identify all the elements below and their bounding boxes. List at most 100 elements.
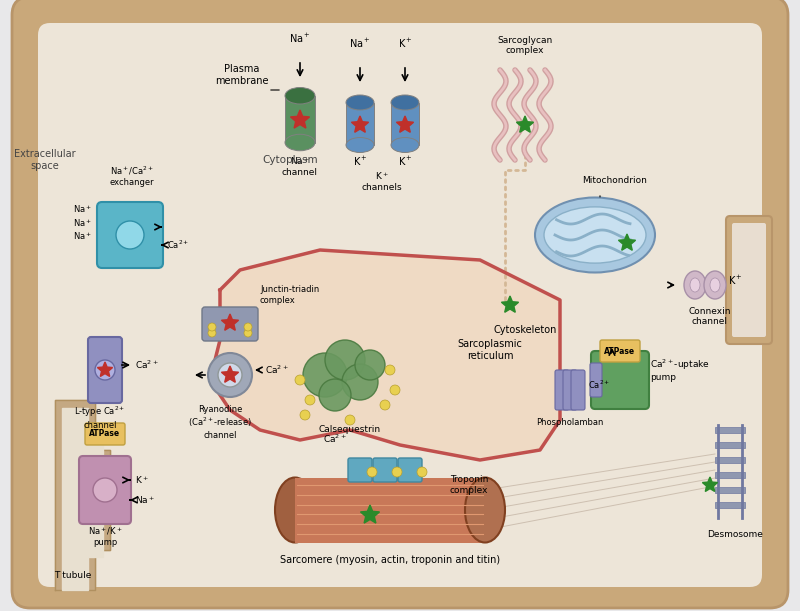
- Text: Na$^+$/K$^+$
pump: Na$^+$/K$^+$ pump: [87, 525, 122, 547]
- Bar: [295, 478, 485, 543]
- Bar: [715, 502, 745, 508]
- FancyBboxPatch shape: [38, 23, 762, 587]
- Polygon shape: [502, 296, 518, 312]
- Polygon shape: [62, 408, 103, 590]
- Text: Ca$^{2+}$-uptake
pump: Ca$^{2+}$-uptake pump: [650, 357, 710, 382]
- FancyBboxPatch shape: [732, 223, 766, 337]
- Ellipse shape: [684, 271, 706, 299]
- Text: Calsequestrin: Calsequestrin: [319, 425, 381, 434]
- Circle shape: [390, 385, 400, 395]
- Text: K$^+$: K$^+$: [728, 274, 742, 287]
- Text: Cytoplasm: Cytoplasm: [262, 155, 318, 165]
- Bar: [715, 442, 745, 448]
- Circle shape: [244, 329, 252, 337]
- FancyBboxPatch shape: [285, 96, 315, 142]
- FancyBboxPatch shape: [348, 458, 372, 482]
- Text: Sarcoplasmic
reticulum: Sarcoplasmic reticulum: [458, 339, 522, 361]
- Text: K$^+$: K$^+$: [353, 155, 367, 168]
- Circle shape: [93, 478, 117, 502]
- Circle shape: [319, 379, 351, 411]
- FancyBboxPatch shape: [346, 103, 374, 145]
- Circle shape: [417, 467, 427, 477]
- FancyBboxPatch shape: [202, 307, 258, 341]
- Polygon shape: [618, 234, 635, 251]
- FancyBboxPatch shape: [88, 337, 122, 403]
- FancyBboxPatch shape: [391, 103, 419, 145]
- Circle shape: [342, 364, 378, 400]
- Circle shape: [218, 363, 242, 387]
- Polygon shape: [222, 314, 238, 331]
- Text: K$^+$: K$^+$: [135, 474, 149, 486]
- Text: Desmosome: Desmosome: [707, 530, 763, 539]
- Text: ATPase: ATPase: [605, 346, 635, 356]
- Ellipse shape: [704, 271, 726, 299]
- FancyBboxPatch shape: [590, 363, 602, 397]
- Circle shape: [295, 375, 305, 385]
- Polygon shape: [290, 110, 310, 128]
- Text: Ca$^{2+}$: Ca$^{2+}$: [135, 359, 158, 371]
- Text: Ca$^{2+}$: Ca$^{2+}$: [167, 239, 190, 251]
- FancyBboxPatch shape: [555, 370, 569, 410]
- Text: Cytoskeleton: Cytoskeleton: [494, 325, 557, 335]
- Text: K$^+$: K$^+$: [398, 155, 412, 168]
- FancyBboxPatch shape: [85, 423, 125, 445]
- Ellipse shape: [346, 95, 374, 110]
- Ellipse shape: [346, 137, 374, 153]
- Ellipse shape: [544, 207, 646, 263]
- Ellipse shape: [391, 137, 419, 153]
- Text: Connexin
channel: Connexin channel: [689, 307, 731, 326]
- FancyBboxPatch shape: [79, 456, 131, 524]
- Polygon shape: [55, 400, 110, 590]
- Polygon shape: [397, 116, 414, 132]
- Text: T tubule: T tubule: [54, 571, 92, 579]
- Text: K$^+$
channels: K$^+$ channels: [362, 170, 402, 192]
- Circle shape: [208, 323, 216, 331]
- Bar: [715, 427, 745, 433]
- Text: Ca$^{2+}$: Ca$^{2+}$: [265, 364, 289, 376]
- Polygon shape: [98, 362, 113, 376]
- Text: Phospholamban: Phospholamban: [536, 418, 604, 427]
- FancyBboxPatch shape: [726, 216, 772, 344]
- Text: Extracellular
space: Extracellular space: [14, 149, 76, 171]
- Text: Sarcomere (myosin, actin, troponin and titin): Sarcomere (myosin, actin, troponin and t…: [280, 555, 500, 565]
- FancyBboxPatch shape: [97, 202, 163, 268]
- Ellipse shape: [391, 95, 419, 110]
- Ellipse shape: [465, 478, 505, 543]
- Polygon shape: [517, 116, 534, 132]
- Text: Na$^+$: Na$^+$: [350, 37, 370, 50]
- Bar: [715, 487, 745, 493]
- Polygon shape: [351, 116, 369, 132]
- Circle shape: [325, 340, 365, 380]
- Circle shape: [208, 353, 252, 397]
- Circle shape: [95, 360, 115, 380]
- FancyBboxPatch shape: [12, 0, 788, 608]
- Ellipse shape: [535, 197, 655, 273]
- Polygon shape: [361, 505, 379, 523]
- Polygon shape: [222, 366, 238, 382]
- Text: Na$^+$
Na$^+$
Na$^+$: Na$^+$ Na$^+$ Na$^+$: [73, 203, 92, 243]
- Circle shape: [300, 410, 310, 420]
- Ellipse shape: [690, 278, 700, 292]
- Text: Junctin-triadin
complex: Junctin-triadin complex: [260, 285, 319, 305]
- Ellipse shape: [275, 478, 315, 543]
- Ellipse shape: [710, 278, 720, 292]
- Text: Na$^+$
channel: Na$^+$ channel: [282, 155, 318, 177]
- Circle shape: [244, 323, 252, 331]
- Text: L-type Ca$^{2+}$
channel: L-type Ca$^{2+}$ channel: [74, 405, 126, 430]
- Text: Plasma
membrane: Plasma membrane: [215, 64, 269, 86]
- FancyBboxPatch shape: [600, 340, 640, 362]
- Text: Ca$^{2+}$: Ca$^{2+}$: [588, 379, 610, 391]
- Circle shape: [385, 365, 395, 375]
- Text: Mitochondrion: Mitochondrion: [582, 176, 647, 185]
- Bar: [715, 457, 745, 463]
- Ellipse shape: [285, 87, 315, 104]
- Circle shape: [367, 467, 377, 477]
- Text: Na$^+$: Na$^+$: [290, 32, 310, 45]
- Text: Na$^+$: Na$^+$: [135, 494, 155, 506]
- FancyBboxPatch shape: [398, 458, 422, 482]
- Text: Na$^+$/Ca$^{2+}$
exchanger: Na$^+$/Ca$^{2+}$ exchanger: [110, 164, 154, 187]
- Text: Sarcoglycan
complex: Sarcoglycan complex: [498, 35, 553, 55]
- Circle shape: [303, 353, 347, 397]
- Circle shape: [392, 467, 402, 477]
- Text: ATPase: ATPase: [90, 430, 121, 439]
